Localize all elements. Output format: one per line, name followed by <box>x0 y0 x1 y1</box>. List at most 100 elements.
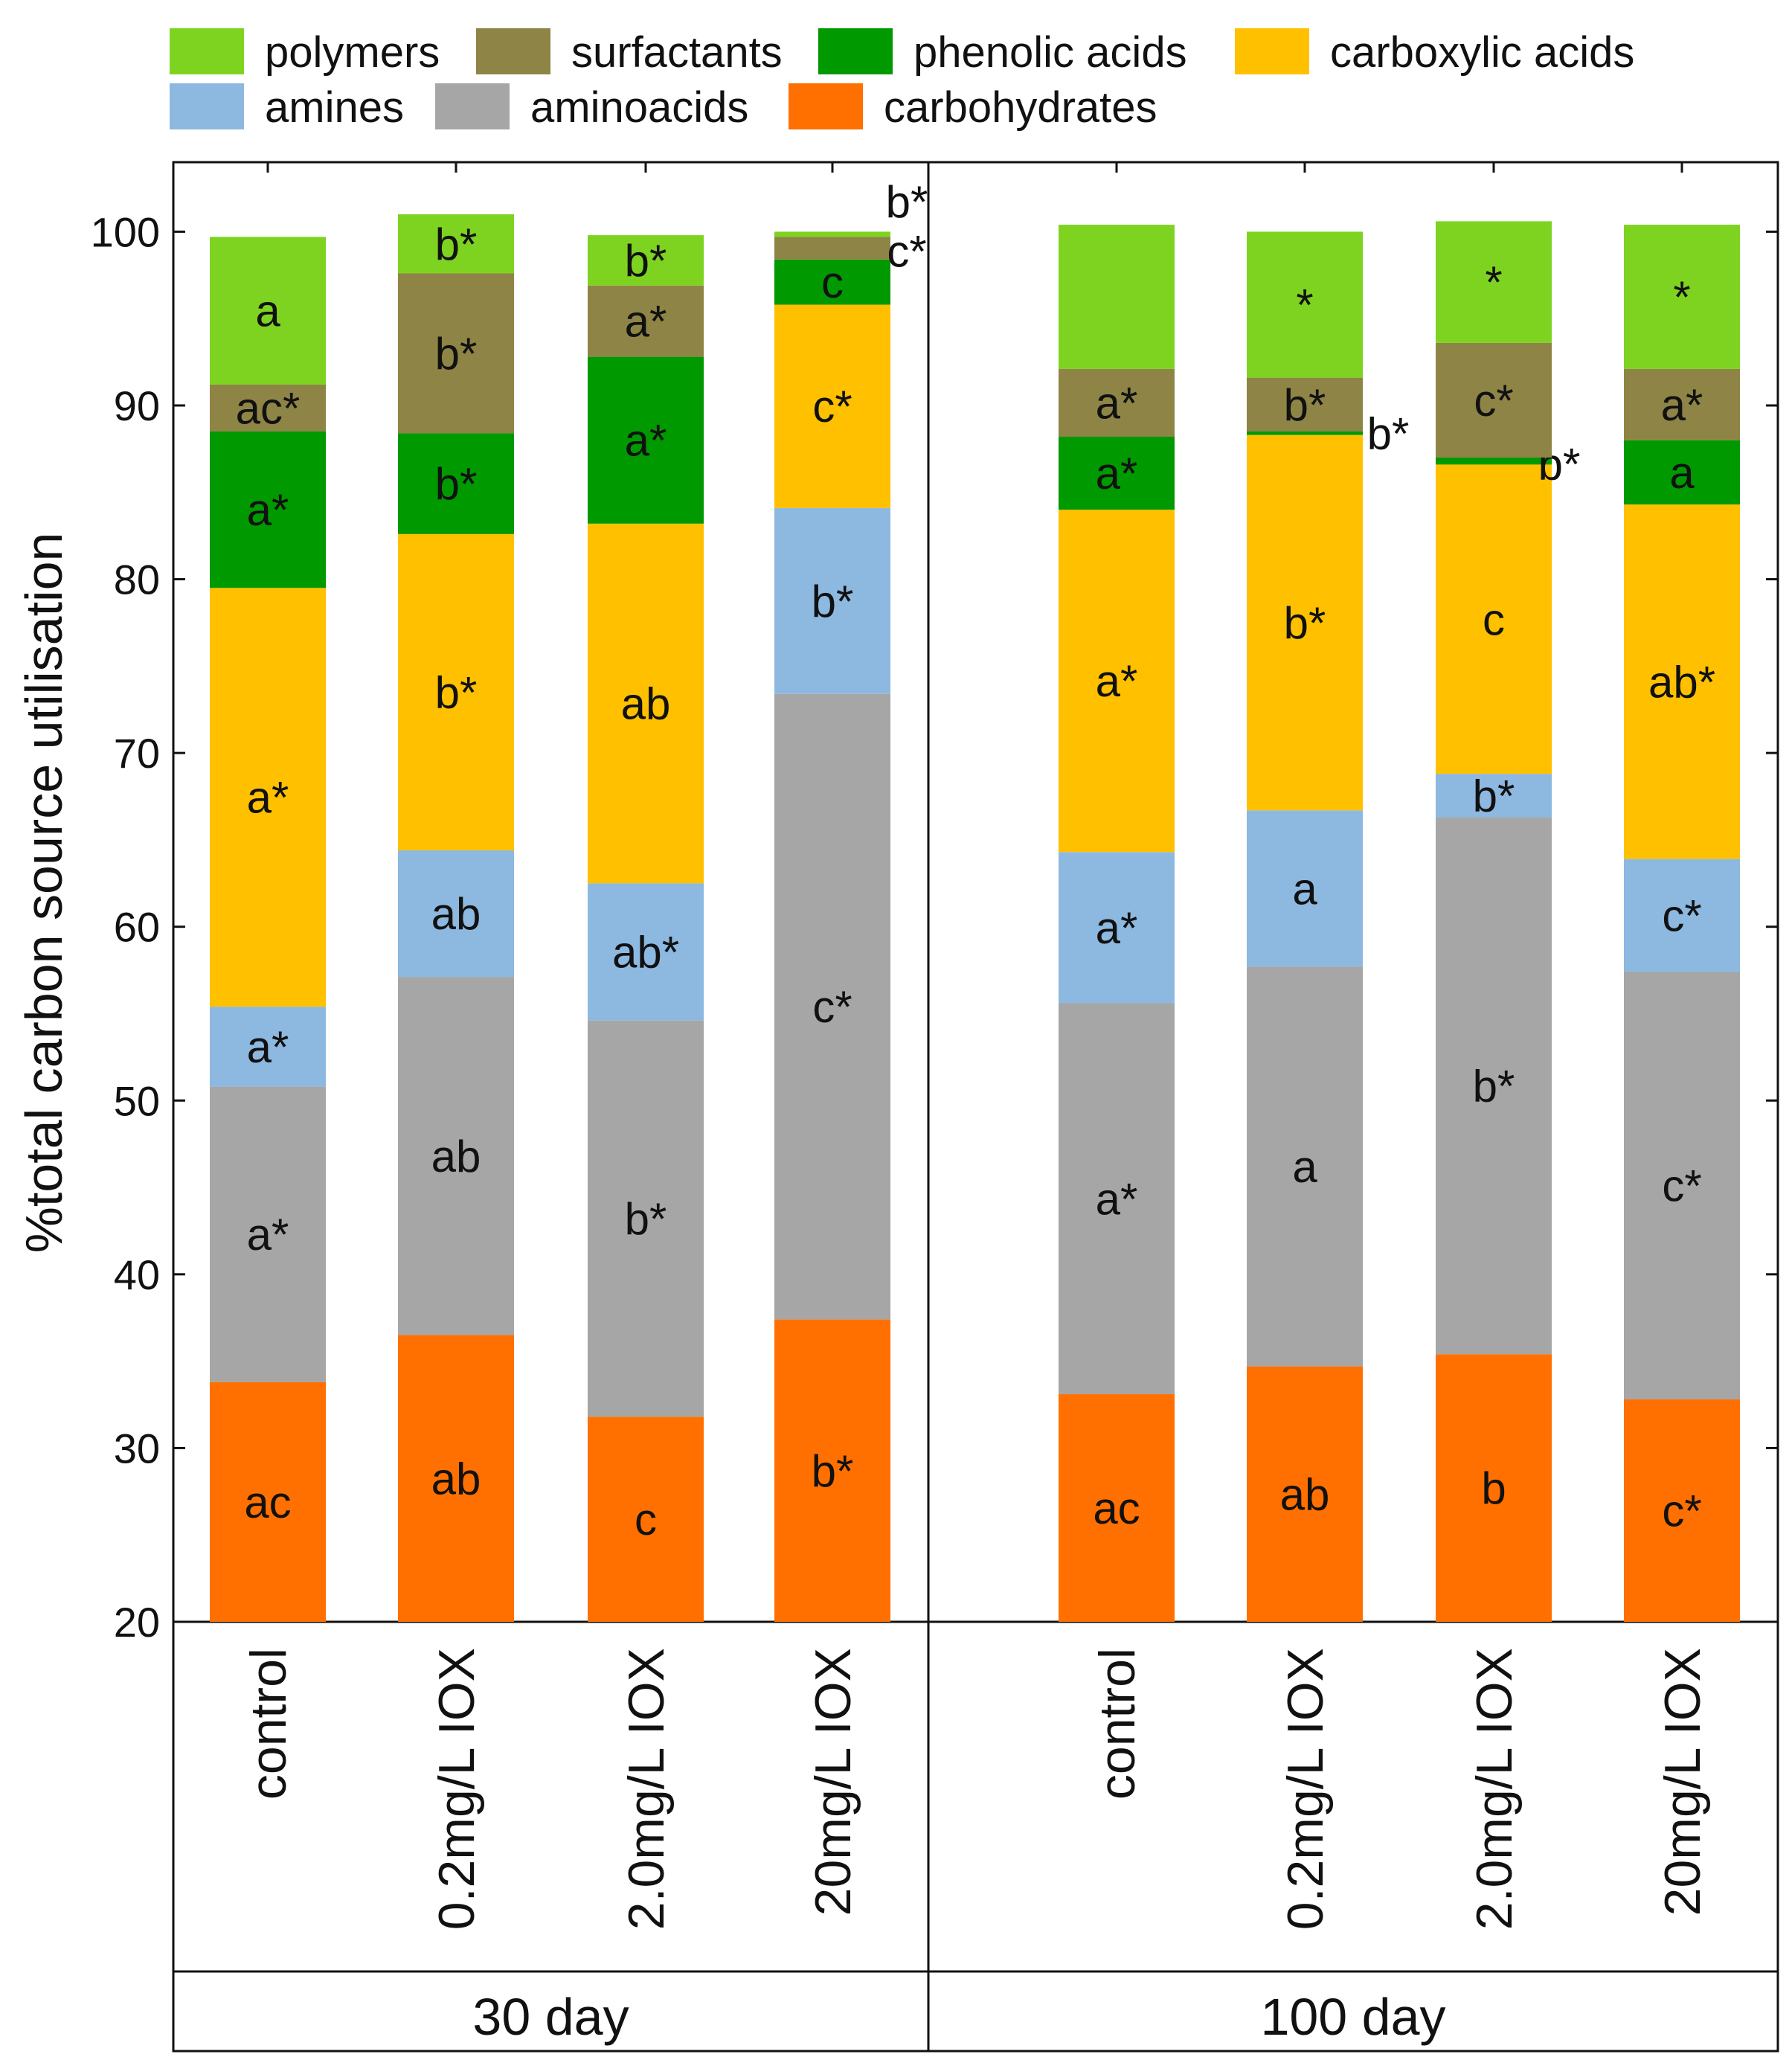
legend-swatch-surfactants <box>476 28 550 74</box>
x-tick-label: 2.0mg/L IOX <box>618 1648 675 1930</box>
x-tick-label: control <box>1089 1648 1146 1800</box>
segment-label: c* <box>812 382 852 431</box>
segment-label: a* <box>1661 380 1703 430</box>
x-tick-label: 20mg/L IOX <box>1654 1648 1711 1916</box>
group-label: 100 day <box>1260 1988 1445 2046</box>
bar-segment-carbohydrates <box>1624 1399 1740 1622</box>
group-label: 30 day <box>472 1988 629 2046</box>
bar-segment-aminoacids <box>398 977 514 1335</box>
y-axis: 20 30 40 50 60 70 80 90 100 %total carbon source … <box>15 208 1778 1646</box>
segment-label: b* <box>435 329 478 379</box>
segment-label: a* <box>247 1210 289 1260</box>
y-tick-label: 90 <box>114 382 160 429</box>
bar-segment-amines <box>588 883 704 1021</box>
segment-label: b* <box>625 236 667 286</box>
bar-segment-carbohydrates <box>1436 1354 1552 1622</box>
segment-label: b* <box>435 667 478 717</box>
bar-segment-carboxylic-acids <box>1247 434 1363 811</box>
bar-segment-surfactants <box>1436 342 1552 458</box>
segment-label: c <box>635 1495 657 1544</box>
bar-segment-carbohydrates <box>588 1416 704 1622</box>
legend-label-carbohydrates: carbohydrates <box>884 83 1157 132</box>
bar-segment-polymers <box>1247 231 1363 378</box>
segment-label: b* <box>1284 598 1326 648</box>
segment-label: b* <box>435 459 478 509</box>
bar-marks: aca*a*a*a*ac*aabababb*b*b*b*cb*ab*aba*a*… <box>210 177 1740 1622</box>
bar-segment-surfactants <box>398 273 514 434</box>
bar-segment-amines <box>1436 774 1552 818</box>
y-tick-label: 60 <box>114 904 160 951</box>
segment-label: a* <box>1096 449 1138 498</box>
bar-segment-phenolic-acids <box>1624 440 1740 505</box>
bar-segment-aminoacids <box>1247 966 1363 1367</box>
segment-label: * <box>1296 280 1313 330</box>
segment-label: * <box>1485 257 1502 307</box>
y-tick-label: 50 <box>114 1077 160 1124</box>
legend-label-amines: amines <box>265 83 404 132</box>
segment-label: b* <box>1367 408 1410 458</box>
y-tick-label: 100 <box>91 208 160 255</box>
bar-segment-polymers <box>1059 225 1175 369</box>
segment-label: b* <box>435 219 478 269</box>
segment-label: b* <box>1473 1061 1515 1111</box>
bar-segment-polymers <box>1624 225 1740 369</box>
segment-label: ab <box>431 889 481 939</box>
segment-label: a* <box>1096 656 1138 706</box>
bar-segment-aminoacids <box>1059 1003 1175 1395</box>
bar-segment-carbohydrates <box>210 1382 326 1622</box>
legend-label-aminoacids: aminoacids <box>530 83 748 132</box>
y-tick-label: 40 <box>114 1251 160 1298</box>
bar-segment-phenolic-acids <box>1436 458 1552 465</box>
bar-segment-polymers <box>398 214 514 274</box>
segment-label: b* <box>812 577 854 626</box>
bar-segment-aminoacids <box>588 1020 704 1417</box>
y-tick-label: 70 <box>114 730 160 777</box>
legend: polymers surfactants phenolic acids carboxy… <box>170 28 1634 132</box>
bar-segment-surfactants <box>1059 368 1175 437</box>
bar-segment-polymers <box>774 231 890 237</box>
legend-swatch-polymers <box>170 28 244 74</box>
segment-label: a* <box>625 297 667 347</box>
segment-label: ac* <box>236 384 301 434</box>
segment-label: ab <box>621 679 671 729</box>
segment-label: a* <box>625 416 667 466</box>
segment-label: a* <box>247 485 289 535</box>
legend-swatch-aminoacids <box>435 83 510 129</box>
x-tick-label: 0.2mg/L IOX <box>1277 1648 1334 1930</box>
legend-label-surfactants: surfactants <box>571 28 783 77</box>
bar-segment-surfactants <box>774 237 890 260</box>
bar-segment-polymers <box>1436 221 1552 343</box>
bar-segment-carbohydrates <box>1059 1394 1175 1622</box>
bar-segment-surfactants <box>1624 368 1740 440</box>
segment-label: c* <box>812 982 852 1032</box>
bar-segment-carboxylic-acids <box>1059 510 1175 853</box>
bar-segment-phenolic-acids <box>1247 431 1363 435</box>
legend-swatch-amines <box>170 83 244 129</box>
segment-label: b* <box>886 177 928 227</box>
segment-label: a* <box>1096 1174 1138 1224</box>
bar-segment-amines <box>210 1007 326 1087</box>
x-axis: control 0.2mg/L IOX 2.0mg/L IOX 20mg/L IOX c… <box>240 1648 1711 2046</box>
segment-label: * <box>1673 272 1690 322</box>
bar-segment-amines <box>1624 859 1740 972</box>
y-tick-label: 30 <box>114 1425 160 1472</box>
bar-segment-amines <box>398 850 514 978</box>
legend-swatch-carbohydrates <box>789 83 863 129</box>
bar-segment-aminoacids <box>1624 972 1740 1400</box>
bar-segment-carboxylic-acids <box>398 533 514 850</box>
bar-segment-surfactants <box>210 384 326 432</box>
bar-segment-aminoacids <box>210 1086 326 1382</box>
segment-label: ab* <box>612 928 679 978</box>
segment-label: c <box>821 257 844 307</box>
segment-label: ab <box>431 1132 481 1181</box>
segment-label: c* <box>1662 1486 1701 1536</box>
bar-segment-carbohydrates <box>398 1335 514 1622</box>
segment-label: a <box>1292 1142 1317 1192</box>
legend-label-polymers: polymers <box>265 28 440 77</box>
segment-label: ac <box>1093 1483 1140 1533</box>
bar-segment-amines <box>774 507 890 694</box>
segment-label: a <box>1292 864 1317 914</box>
y-tick-label: 80 <box>114 556 160 603</box>
plot-frame <box>172 161 1779 2053</box>
